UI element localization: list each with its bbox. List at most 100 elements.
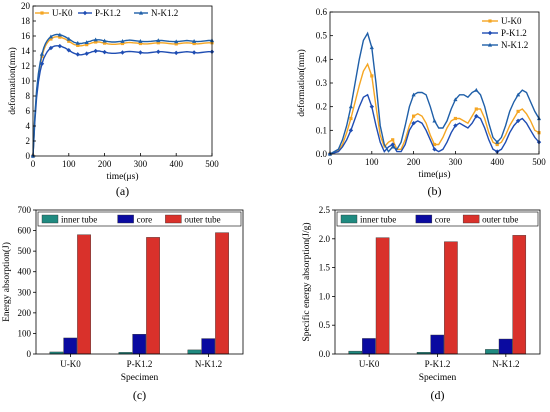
- x-tick-label: 0: [328, 157, 333, 167]
- legend-marker: [488, 19, 492, 23]
- y-tick-label: 0.0: [319, 349, 331, 359]
- legend-label: outer tube: [184, 215, 220, 225]
- data-point: [453, 116, 457, 121]
- legend-label: inner tube: [61, 215, 97, 225]
- y-tick-label: 1.5: [319, 263, 331, 273]
- data-point: [349, 116, 353, 121]
- data-point: [39, 61, 45, 66]
- bar-outer-tube-p-k12: [146, 237, 160, 355]
- legend-label: P-K1.2: [95, 8, 121, 18]
- y-tick-label: 0.5: [319, 320, 331, 330]
- data-point: [156, 49, 161, 54]
- data-point: [57, 32, 62, 37]
- data-point: [138, 50, 143, 55]
- bar-inner-tube-n-k12: [485, 349, 499, 355]
- line-chart-svg: 0 100 200 300 400 500 0 2 4 6 8 10 12 14 16 18 20 time(μs…: [7, 1, 219, 198]
- data-point: [192, 39, 197, 43]
- data-point: [103, 41, 107, 45]
- chart-panel-d: U-K0 P-K1.2 N-K1.2 0.0 0.5 1.0 1.5 2.0 2.5 Specim…: [275, 205, 550, 407]
- data-point: [453, 123, 458, 128]
- y-tick-label: 0.1: [316, 125, 327, 135]
- y-tick-label: 0.5: [316, 31, 328, 41]
- x-tick-label: 500: [532, 157, 546, 167]
- data-point: [411, 92, 416, 97]
- y-tick-label: 0.6: [316, 7, 328, 17]
- bar-outer-tube-u-k0: [77, 234, 91, 355]
- line-chart-svg: 0 100 200 300 400 500 0.0 0.1 0.2 0.3 0.4 0.5 0.6 tim…: [296, 7, 546, 198]
- y-tick-label: 1.0: [319, 291, 331, 301]
- y-tick-label: 10: [21, 76, 31, 86]
- y-axis-label: deformation(mm): [296, 49, 307, 117]
- data-point: [76, 43, 80, 47]
- data-point: [192, 41, 196, 46]
- data-point: [390, 142, 395, 147]
- data-point: [75, 40, 80, 45]
- data-point: [58, 35, 62, 39]
- legend-swatch: [41, 214, 59, 224]
- legend-label: U-K0: [501, 16, 522, 26]
- data-point: [348, 128, 354, 133]
- legend-box: [37, 211, 242, 227]
- data-point: [138, 39, 143, 43]
- bar-outer-tube-n-k12: [512, 235, 527, 355]
- y-axis-label: Specific energy absorption(J/g): [301, 222, 312, 341]
- data-point: [432, 118, 437, 123]
- bar-core-u-k0: [63, 337, 78, 355]
- legend-swatch: [117, 214, 134, 224]
- legend-label: core: [435, 215, 451, 225]
- bar-core-n-k12: [201, 338, 216, 355]
- data-point: [156, 41, 160, 45]
- x-tick-label: N-K1.2: [492, 359, 519, 369]
- bar-core-p-k12: [430, 334, 445, 355]
- panel-label: (c): [133, 388, 146, 402]
- y-tick-label: 14: [21, 46, 31, 56]
- x-tick-label: 100: [365, 157, 379, 167]
- x-axis-label: time(μs): [106, 171, 138, 182]
- x-tick-label: U-K0: [60, 359, 81, 369]
- bar-core-n-k12: [498, 338, 513, 355]
- data-point: [84, 51, 89, 56]
- chart-panel-a: 0 100 200 300 400 500 0 2 4 6 8 10 12 14 16 18 20 time(μs…: [0, 0, 275, 205]
- data-point: [495, 142, 499, 147]
- y-tick-label: 0.3: [316, 78, 328, 88]
- legend-marker: [487, 42, 493, 47]
- bar-inner-tube-n-k12: [187, 349, 202, 355]
- y-tick-label: 400: [18, 267, 32, 277]
- data-point: [93, 48, 98, 54]
- legend-swatch: [165, 214, 182, 224]
- x-tick-label: P-K1.2: [425, 359, 451, 369]
- legend-marker: [40, 11, 44, 15]
- data-point: [138, 41, 142, 46]
- x-axis-label: time(μs): [418, 169, 450, 180]
- x-tick-label: 300: [449, 157, 463, 167]
- x-tick-label: 100: [62, 159, 76, 169]
- data-point: [48, 45, 54, 51]
- data-point: [348, 104, 353, 109]
- y-tick-label: 300: [18, 287, 32, 297]
- legend-swatch: [462, 214, 480, 224]
- x-tick-label: 0: [31, 159, 36, 169]
- data-point: [66, 36, 71, 41]
- bar-core-p-k12: [132, 334, 147, 355]
- data-point: [174, 42, 178, 46]
- y-tick-label: 200: [18, 308, 32, 318]
- y-tick-label: 500: [18, 246, 32, 256]
- panel-label: (a): [116, 184, 129, 198]
- x-tick-label: P-K1.2: [127, 359, 153, 369]
- x-tick-label: 500: [205, 159, 219, 169]
- data-point: [412, 114, 416, 118]
- y-tick-label: 0: [27, 349, 32, 359]
- bar-outer-tube-p-k12: [444, 241, 458, 355]
- bar-chart-svg: U-K0 P-K1.2 N-K1.2 0.0 0.5 1.0 1.5 2.0 2.5 Specim…: [301, 205, 541, 402]
- legend-label: inner tube: [360, 215, 396, 225]
- y-tick-label: 4: [26, 121, 31, 131]
- data-point: [191, 50, 197, 55]
- data-point: [369, 104, 374, 109]
- x-tick-label: 400: [490, 157, 504, 167]
- x-tick-label: N-K1.2: [195, 359, 222, 369]
- data-point: [156, 38, 161, 43]
- y-tick-label: 18: [21, 16, 31, 26]
- data-point: [57, 43, 63, 49]
- legend-label: N-K1.2: [151, 8, 178, 18]
- y-axis-label: Energy absorption(J): [1, 242, 12, 322]
